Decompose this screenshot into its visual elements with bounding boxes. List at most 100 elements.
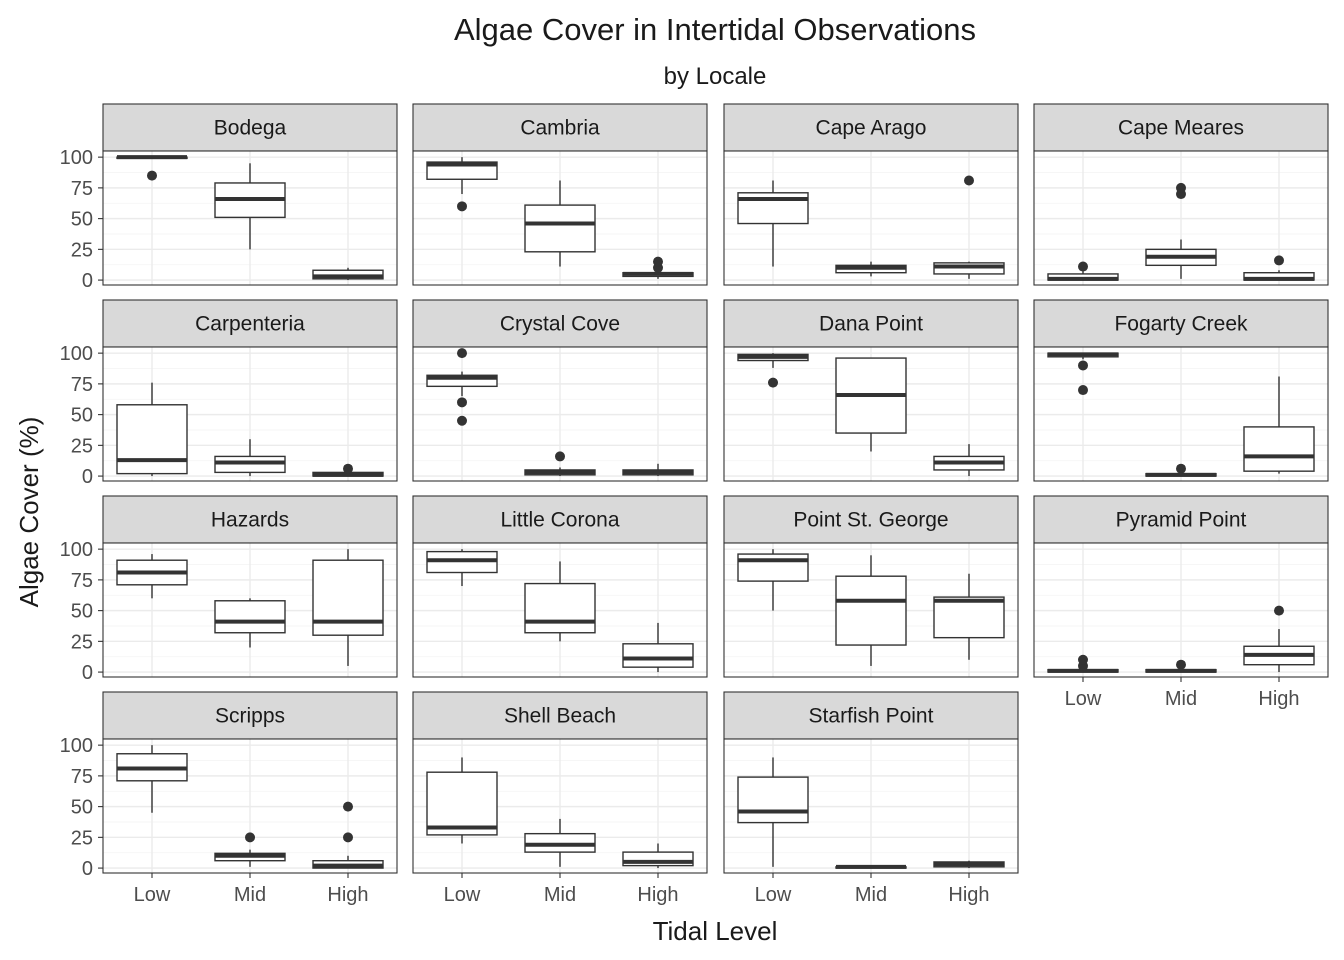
panel-border bbox=[1033, 346, 1329, 482]
outlier-point bbox=[245, 832, 255, 843]
facet-strip-label: Cape Arago bbox=[816, 117, 927, 140]
x-tick-label: Mid bbox=[544, 884, 576, 906]
facet-strip-label: Pyramid Point bbox=[1116, 509, 1247, 532]
facet-strip-label: Point St. George bbox=[793, 509, 948, 532]
facet-strip bbox=[102, 299, 398, 348]
facet-strip bbox=[412, 299, 708, 348]
outlier-point bbox=[1078, 261, 1088, 272]
outlier-point bbox=[1078, 385, 1088, 396]
panel-border bbox=[412, 542, 708, 678]
y-tick-label: 50 bbox=[71, 797, 93, 819]
facet-strip-label: Hazards bbox=[211, 509, 289, 532]
outlier-point bbox=[1176, 659, 1186, 670]
outlier-point bbox=[457, 201, 467, 212]
x-tick-label: High bbox=[1258, 688, 1299, 710]
outlier-point bbox=[1078, 654, 1088, 665]
y-tick-label: 0 bbox=[82, 270, 93, 292]
facet-strip-label: Cambria bbox=[520, 117, 600, 140]
panel-border bbox=[412, 346, 708, 482]
facet-panel: Carpenteria 0 25 50 75 100 bbox=[60, 299, 398, 488]
x-tick-label: Mid bbox=[1165, 688, 1197, 710]
facet-strip-label: Starfish Point bbox=[809, 705, 934, 728]
box-iqr bbox=[116, 404, 188, 475]
facet-panel: Cambria bbox=[412, 103, 708, 286]
y-tick-label: 75 bbox=[71, 374, 93, 396]
y-tick-label: 100 bbox=[60, 343, 93, 365]
panel-border bbox=[723, 346, 1019, 482]
facet-strip-label: Shell Beach bbox=[504, 705, 616, 728]
facet-strip-label: Crystal Cove bbox=[500, 313, 620, 336]
box-iqr bbox=[426, 374, 498, 388]
outlier-point bbox=[457, 415, 467, 426]
facet-strip bbox=[723, 299, 1019, 348]
facet-strip bbox=[723, 691, 1019, 740]
box-iqr bbox=[737, 776, 809, 824]
facet-strip bbox=[1033, 299, 1329, 348]
y-tick-label: 100 bbox=[60, 539, 93, 561]
facet-strip-label: Scripps bbox=[215, 705, 285, 728]
outlier-point bbox=[1274, 605, 1284, 616]
facet-strip bbox=[723, 103, 1019, 152]
facet-strip-label: Carpenteria bbox=[195, 313, 305, 336]
facet-strip-label: Fogarty Creek bbox=[1114, 313, 1248, 336]
y-tick-label: 0 bbox=[82, 858, 93, 880]
facet-panel: Shell Beach Low Mid High bbox=[412, 691, 708, 906]
outlier-point bbox=[964, 175, 974, 186]
x-tick-label: Low bbox=[444, 884, 481, 906]
y-tick-label: 75 bbox=[71, 570, 93, 592]
facet-panel: Cape Meares bbox=[1033, 103, 1329, 286]
outlier-point bbox=[343, 832, 353, 843]
facet-strip-label: Bodega bbox=[214, 117, 287, 140]
box-iqr bbox=[1243, 426, 1315, 472]
y-tick-label: 50 bbox=[71, 601, 93, 623]
facet-panels: Bodega 0 25 50 75 100 Cambria Cape Arago Cape Me… bbox=[60, 103, 1329, 906]
facet-strip bbox=[1033, 103, 1329, 152]
panel-border bbox=[102, 346, 398, 482]
box-iqr bbox=[835, 575, 907, 646]
panel-border bbox=[102, 150, 398, 286]
facet-strip bbox=[102, 103, 398, 152]
box-iqr bbox=[214, 600, 286, 634]
chart-subtitle: by Locale bbox=[664, 63, 767, 90]
outlier-point bbox=[343, 463, 353, 474]
panel-border bbox=[102, 542, 398, 678]
outlier-point bbox=[1176, 182, 1186, 193]
box-iqr bbox=[933, 596, 1005, 639]
x-tick-label: High bbox=[948, 884, 989, 906]
facet-panel: Starfish Point Low Mid High bbox=[723, 691, 1019, 906]
facet-strip bbox=[1033, 495, 1329, 544]
outlier-point bbox=[1274, 255, 1284, 266]
panel-border bbox=[723, 150, 1019, 286]
box-iqr bbox=[426, 771, 498, 836]
facet-panel: Point St. George bbox=[723, 495, 1019, 678]
y-tick-label: 50 bbox=[71, 405, 93, 427]
x-axis-title: Tidal Level bbox=[653, 916, 778, 946]
x-tick-label: High bbox=[327, 884, 368, 906]
x-tick-label: Mid bbox=[234, 884, 266, 906]
panel-border bbox=[723, 542, 1019, 678]
facet-panel: Fogarty Creek bbox=[1033, 299, 1329, 482]
x-tick-label: High bbox=[637, 884, 678, 906]
outlier-point bbox=[1176, 463, 1186, 474]
box-iqr bbox=[737, 553, 809, 582]
y-tick-label: 50 bbox=[71, 209, 93, 231]
panel-border bbox=[1033, 150, 1329, 286]
facet-strip bbox=[412, 103, 708, 152]
x-tick-label: Low bbox=[1065, 688, 1102, 710]
outlier-point bbox=[1078, 360, 1088, 371]
chart-title: Algae Cover in Intertidal Observations bbox=[454, 12, 976, 47]
y-tick-label: 100 bbox=[60, 735, 93, 757]
facet-panel: Little Corona bbox=[412, 495, 708, 678]
x-tick-label: Mid bbox=[855, 884, 887, 906]
outlier-point bbox=[457, 348, 467, 359]
y-tick-label: 75 bbox=[71, 178, 93, 200]
facet-panel: Scripps 0 25 50 75 100 Low Mid High bbox=[60, 691, 398, 906]
facet-strip-label: Little Corona bbox=[500, 509, 619, 532]
y-axis-title: Algae Cover (%) bbox=[14, 417, 44, 608]
facet-panel: Cape Arago bbox=[723, 103, 1019, 286]
box-iqr bbox=[524, 582, 596, 634]
facet-strip bbox=[102, 691, 398, 740]
facet-strip-label: Cape Meares bbox=[1118, 117, 1244, 140]
